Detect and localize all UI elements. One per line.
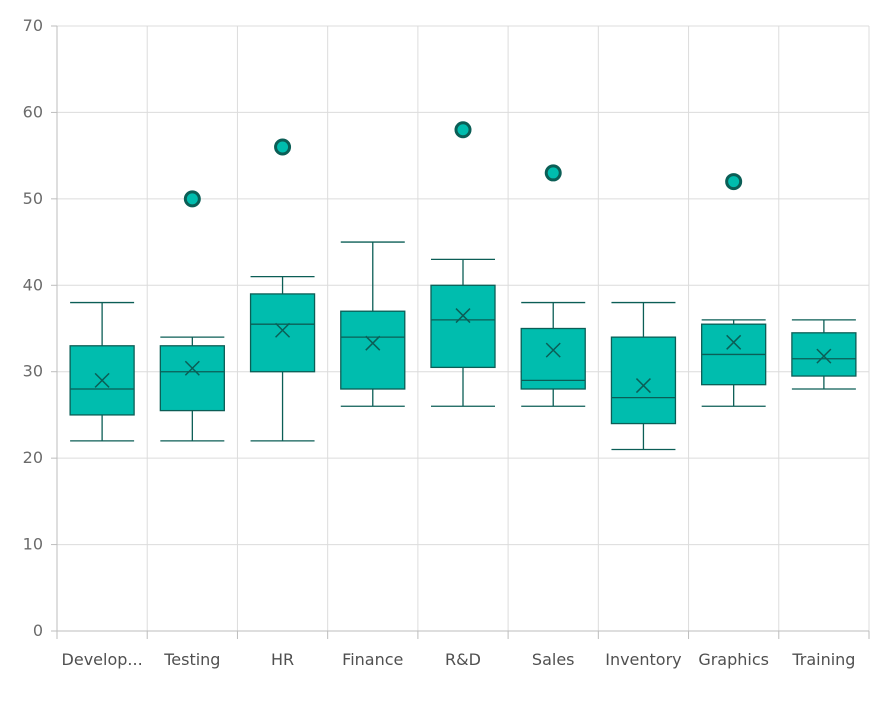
box-3 <box>249 138 316 442</box>
iqr-box <box>520 327 586 390</box>
iqr-box <box>249 293 316 373</box>
x-category-label: Finance <box>342 650 403 669</box>
x-category-label: Sales <box>532 650 575 669</box>
mean-marker <box>184 360 200 376</box>
outlier-point <box>725 173 743 191</box>
outlier-point <box>544 164 562 182</box>
mean-marker <box>726 334 742 350</box>
box-5 <box>430 121 496 407</box>
boxes <box>69 121 857 451</box>
y-axis: 0 10 20 30 40 50 60 70 <box>23 16 58 640</box>
x-category-label: Testing <box>163 650 220 669</box>
iqr-box <box>340 310 406 390</box>
y-tick-label: 10 <box>23 535 43 554</box>
mean-marker <box>275 322 291 338</box>
mean-marker <box>816 348 832 364</box>
box-9 <box>791 319 857 390</box>
box-7 <box>610 301 677 451</box>
x-category-label: Inventory <box>605 650 681 669</box>
y-tick-label: 50 <box>23 189 43 208</box>
y-tick-label: 20 <box>23 448 43 467</box>
outlier-point <box>274 138 292 156</box>
x-category-label: HR <box>271 650 294 669</box>
x-category-label: Graphics <box>698 650 769 669</box>
box-2 <box>159 190 225 442</box>
outlier-point <box>183 190 201 208</box>
iqr-box <box>610 336 677 425</box>
box-8 <box>701 173 767 407</box>
box-4 <box>340 241 406 407</box>
x-axis: Develop... Testing HR Finance R&D Sales Invent… <box>56 630 870 669</box>
outlier-point <box>454 121 472 139</box>
y-tick-label: 70 <box>23 16 43 35</box>
mean-marker <box>545 342 561 358</box>
y-tick-label: 0 <box>33 621 43 640</box>
x-category-label: Develop... <box>62 650 143 669</box>
x-category-label: Training <box>791 650 855 669</box>
mean-marker <box>635 378 651 394</box>
y-tick-label: 60 <box>23 102 43 121</box>
mean-marker <box>94 372 110 388</box>
box-6 <box>520 164 586 407</box>
mean-marker <box>365 335 381 351</box>
y-tick-label: 40 <box>23 275 43 294</box>
y-tick-label: 30 <box>23 362 43 381</box>
box-1 <box>69 301 135 442</box>
iqr-box <box>791 332 857 377</box>
iqr-box <box>159 345 225 412</box>
iqr-box <box>430 284 496 369</box>
x-category-label: R&D <box>445 650 481 669</box>
mean-marker <box>455 308 471 324</box>
